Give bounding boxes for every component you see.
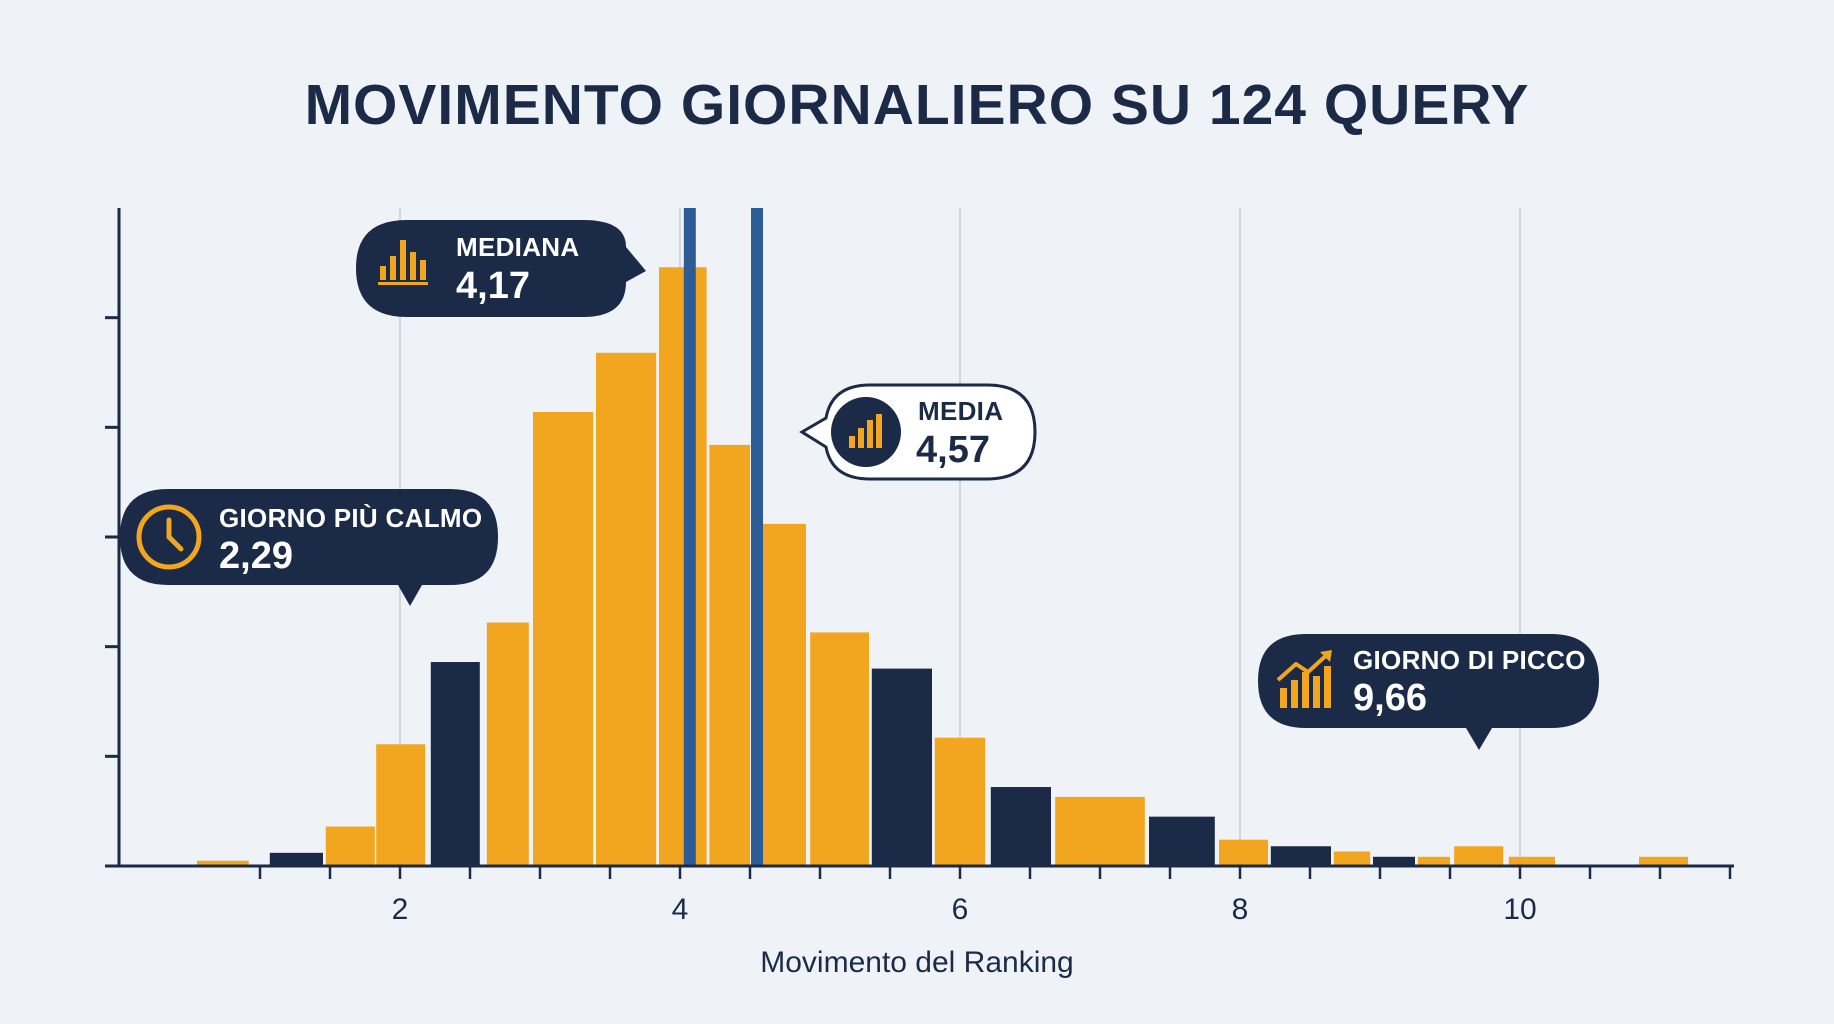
reference-line-media	[751, 208, 763, 866]
histogram-bar	[325, 826, 375, 866]
histogram-bar	[1454, 846, 1504, 866]
histogram-bar	[871, 668, 932, 866]
chart-title: MOVIMENTO GIORNALIERO SU 124 QUERY	[304, 73, 1530, 137]
annotation-media: MEDIA 4,57	[799, 383, 1037, 481]
annotation-mediana-value: 4,17	[456, 265, 530, 307]
histogram-bar	[1219, 839, 1268, 866]
histogram-bar	[1639, 856, 1688, 866]
bar-chart-icon	[378, 240, 428, 285]
histogram-bar	[810, 632, 869, 866]
histogram-bar	[1055, 796, 1145, 866]
axes-layer: Movimento del Ranking	[105, 208, 1734, 979]
annotation-calmo-value: 2,29	[219, 535, 293, 577]
annotation-picco: GIORNO DI PICCO 9,66	[1258, 634, 1599, 750]
x-tick-label: 6	[952, 893, 969, 926]
histogram-bar	[934, 737, 986, 866]
annotation-calmo-label: GIORNO PIÙ CALMO	[219, 503, 482, 533]
annotation-picco-bubble	[1258, 634, 1599, 750]
histogram-bar	[709, 444, 750, 866]
bar-chart-circle-icon	[831, 397, 901, 467]
annotation-calmo-bubble	[120, 489, 498, 606]
x-tick-label: 8	[1232, 893, 1249, 926]
x-tick-label: 10	[1503, 893, 1536, 926]
histogram-bar	[1508, 856, 1555, 866]
histogram-bar	[486, 622, 529, 866]
annotation-media-value: 4,57	[916, 429, 990, 471]
histogram-bar	[430, 662, 480, 866]
histogram-bar	[1149, 816, 1215, 866]
histogram-bar	[596, 352, 657, 866]
histogram-bar	[197, 860, 249, 866]
annotation-mediana-label: MEDIANA	[456, 232, 579, 262]
histogram-bar	[533, 411, 594, 866]
annotation-media-label: MEDIA	[918, 396, 1003, 426]
histogram-bar	[759, 523, 806, 866]
trend-up-chart-icon	[1276, 650, 1332, 708]
bars-layer	[197, 267, 1688, 867]
histogram-bar	[1333, 851, 1371, 866]
histogram-bar	[1417, 856, 1450, 866]
histogram-bar	[990, 787, 1051, 866]
x-tick-label: 2	[392, 893, 409, 926]
histogram-bar	[269, 852, 323, 866]
annotation-picco-label: GIORNO DI PICCO	[1353, 645, 1586, 675]
histogram-bar	[659, 267, 707, 867]
x-tick-label: 4	[672, 893, 689, 926]
reference-lines-layer	[683, 208, 763, 866]
annotation-picco-value: 9,66	[1353, 677, 1427, 719]
reference-line-mediana	[683, 208, 696, 866]
annotation-mediana-bubble	[356, 220, 646, 317]
annotation-mediana: MEDIANA 4,17	[356, 220, 646, 317]
clock-icon	[136, 504, 202, 570]
histogram-bar	[376, 744, 426, 866]
ticks-layer: 2 4 6 8 10	[258, 866, 1732, 926]
annotation-calmo: GIORNO PIÙ CALMO 2,29	[120, 489, 498, 606]
histogram-bar	[1270, 846, 1331, 866]
histogram-bar	[1373, 856, 1415, 866]
x-axis-label: Movimento del Ranking	[760, 946, 1074, 979]
